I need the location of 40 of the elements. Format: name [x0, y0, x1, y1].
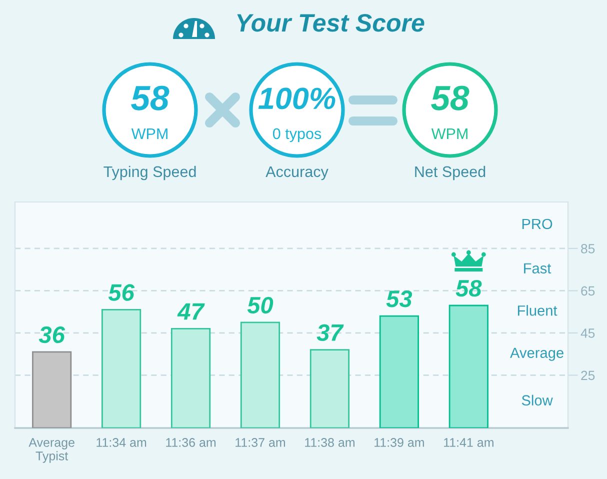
bar: [101, 309, 142, 428]
bar: [32, 351, 72, 428]
text: Typing Speed: [104, 166, 196, 180]
bar: [379, 315, 419, 428]
text: 58: [431, 86, 470, 110]
y-tick-label: 65: [581, 286, 595, 296]
data-label: 56: [108, 284, 135, 301]
text: Fast: [524, 263, 552, 274]
y-tick-label: 85: [581, 244, 595, 254]
data-label: 53: [386, 290, 412, 308]
text: WPM: [431, 128, 468, 139]
x-tick-label: 11:36 am: [166, 438, 216, 447]
x-tick-label: 11:39 am: [374, 438, 424, 447]
data-label: 50: [247, 296, 274, 314]
text: Slow: [522, 394, 553, 406]
text: 100%: [258, 88, 336, 110]
bar: [448, 304, 488, 428]
x-tick-label: 11:41 am: [444, 438, 494, 447]
x-tick-label: 11:38 am: [305, 438, 354, 447]
data-label: 37: [316, 324, 344, 342]
y-tick-label: 45: [580, 328, 595, 338]
bar: [170, 328, 211, 428]
text: WPM: [131, 128, 168, 139]
text: Average: [510, 348, 564, 361]
x-tick-label: 11:37 am: [236, 438, 286, 447]
text: 58: [131, 86, 170, 110]
y-tick-label: 25: [581, 370, 595, 380]
x-tick-label: 11:34 am: [96, 438, 146, 447]
text: Your Test Score: [237, 14, 424, 32]
text: PRO: [522, 218, 552, 230]
bar: [240, 322, 280, 428]
bar: [310, 349, 350, 428]
text: Fluent: [518, 305, 558, 316]
x-tick-label: Average Typist: [28, 438, 74, 463]
data-label: 47: [177, 303, 205, 320]
data-label: 58: [456, 280, 482, 297]
text: Net Speed: [415, 166, 486, 180]
text: 0 typos: [272, 128, 322, 142]
text: Accuracy: [266, 166, 328, 180]
data-label: 36: [38, 326, 66, 344]
